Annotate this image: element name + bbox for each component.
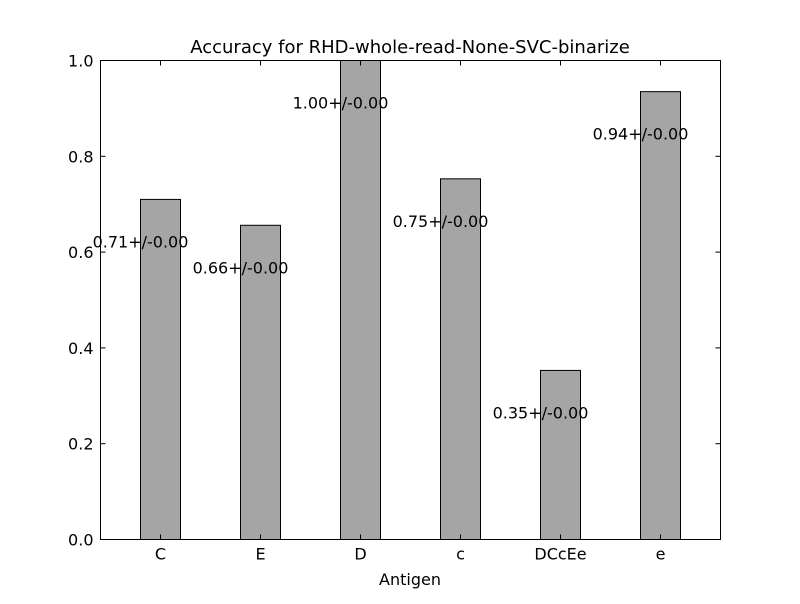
- data-label: 0.35+/-0.00: [493, 403, 589, 422]
- data-label: 0.71+/-0.00: [93, 232, 189, 251]
- y-tick-label: 0.2: [68, 435, 93, 454]
- bar-E: [240, 224, 281, 540]
- x-tick-label: DCcEe: [534, 545, 586, 564]
- chart-title: Accuracy for RHD-whole-read-None-SVC-bin…: [190, 37, 630, 58]
- y-tick-label: 1.0: [68, 52, 93, 71]
- y-tick-label: 0.4: [68, 339, 93, 358]
- bar-C: [140, 198, 181, 540]
- x-tick-label: c: [456, 545, 465, 564]
- x-axis-label: Antigen: [379, 570, 441, 589]
- bar-D: [340, 60, 381, 540]
- data-labels-layer: 0.71+/-0.000.66+/-0.00 1.00+/-0.00 0.75+/-…: [93, 94, 689, 423]
- data-label: 1.00+/-0.00: [293, 94, 389, 113]
- bar-c: [440, 178, 481, 541]
- x-tick-label: C: [155, 545, 166, 564]
- x-tick-label: E: [255, 545, 265, 564]
- x-tick-label: e: [656, 545, 666, 564]
- x-tick-label: D: [354, 545, 366, 564]
- y-tick-label: 0.0: [68, 531, 93, 550]
- bar-DCcEe: [540, 369, 581, 540]
- y-tick-label: 0.8: [68, 147, 93, 166]
- data-label: 0.66+/-0.00: [193, 258, 289, 277]
- data-label: 0.75+/-0.00: [393, 212, 489, 231]
- data-label: 0.94+/-0.00: [593, 125, 689, 144]
- y-tick-label: 0.6: [68, 243, 93, 262]
- bar-e: [640, 91, 681, 540]
- plot-area-frame: [100, 60, 721, 540]
